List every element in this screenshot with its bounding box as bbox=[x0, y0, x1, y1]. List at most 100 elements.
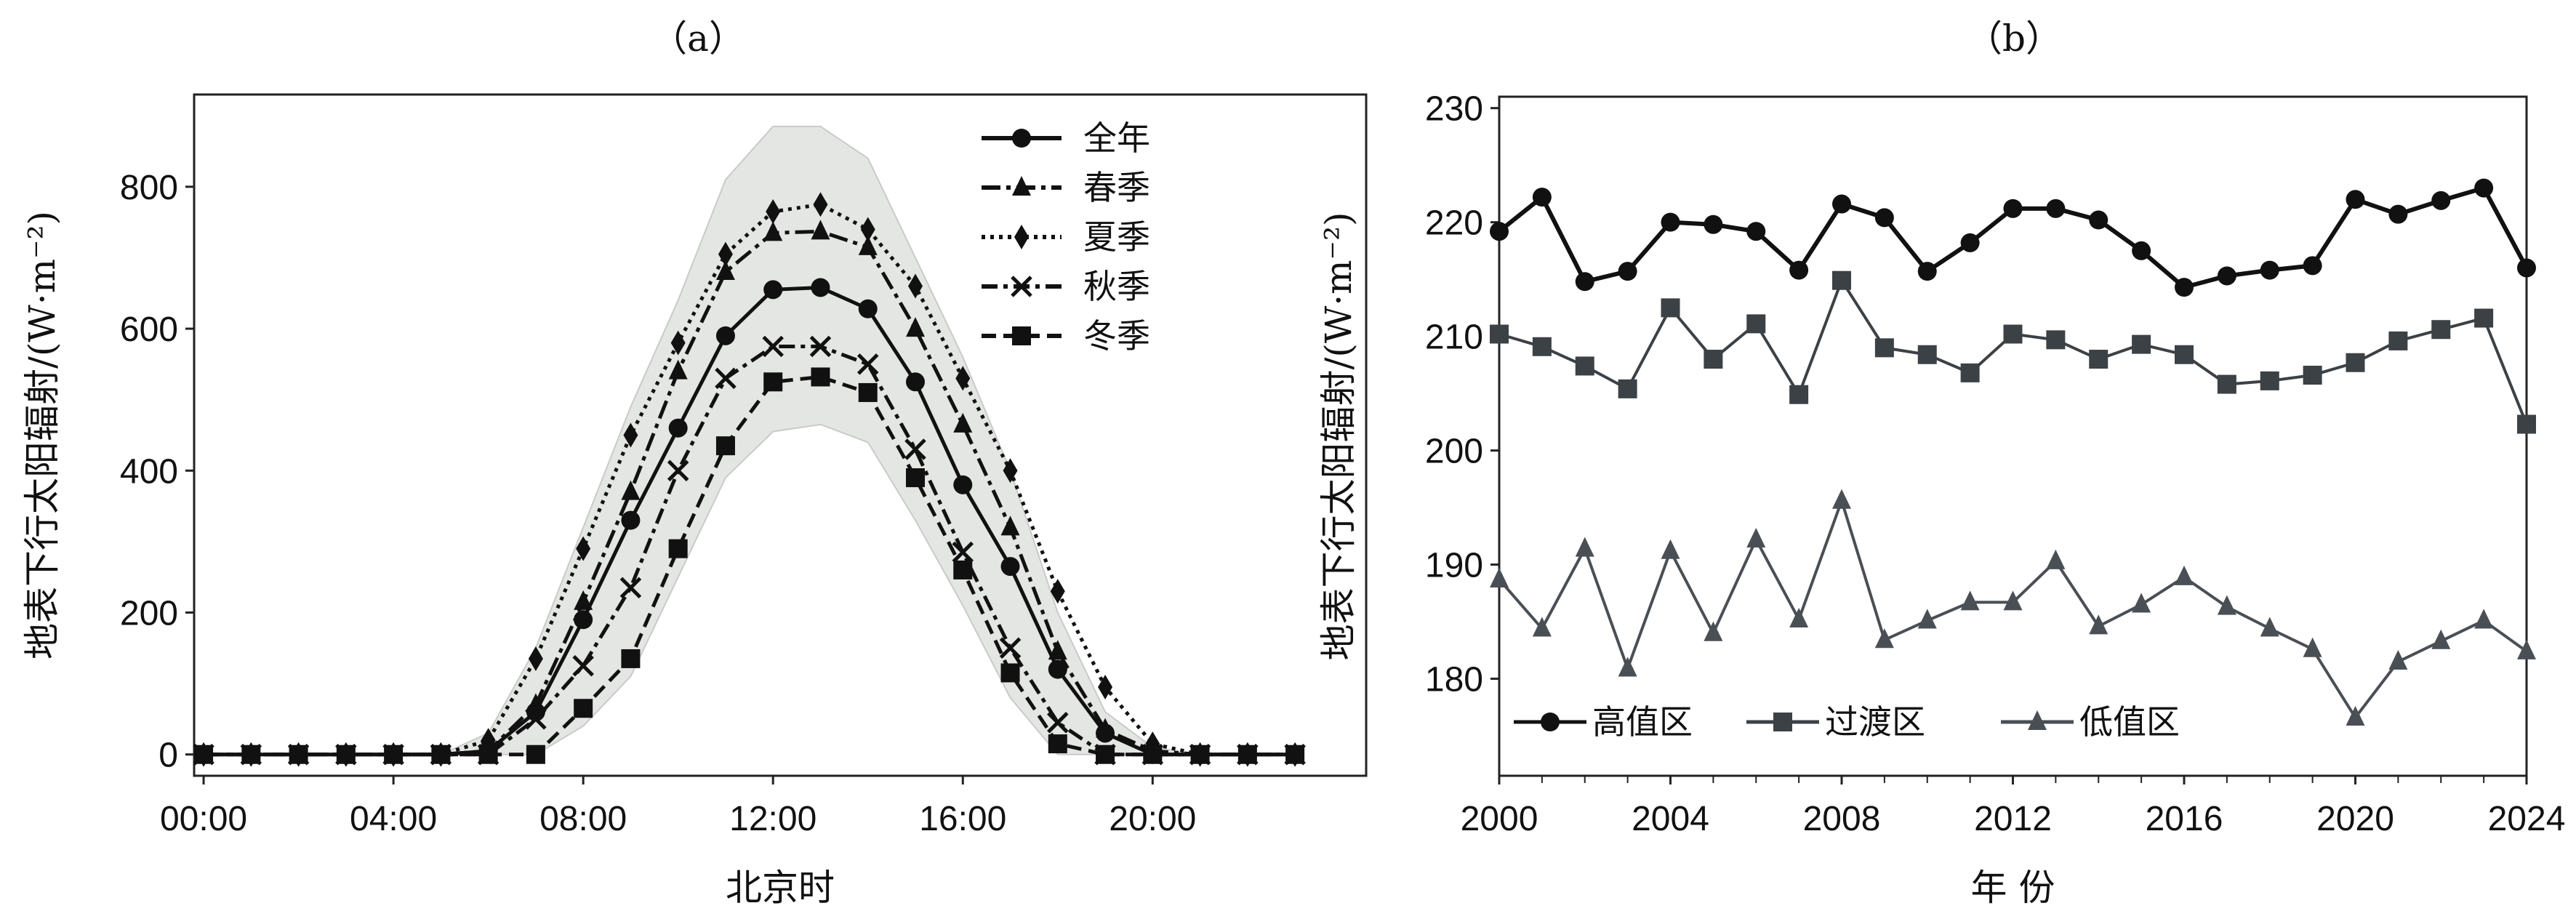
data-point bbox=[1532, 188, 1552, 207]
series-4 bbox=[194, 367, 1305, 764]
data-point bbox=[2217, 595, 2236, 615]
data-point bbox=[763, 280, 783, 300]
x-tick-label: 2004 bbox=[1632, 800, 1709, 838]
data-point bbox=[574, 699, 593, 718]
plot-frame bbox=[1498, 95, 2528, 777]
data-point bbox=[952, 541, 974, 563]
data-point bbox=[2260, 617, 2279, 637]
data-point bbox=[1096, 745, 1115, 764]
data-point bbox=[2346, 353, 2365, 372]
data-point bbox=[906, 468, 925, 488]
data-point bbox=[908, 273, 923, 299]
data-point bbox=[2517, 639, 2536, 659]
y-tick-label: 210 bbox=[1425, 318, 1483, 357]
data-point bbox=[2089, 210, 2108, 230]
data-point bbox=[1832, 194, 1851, 214]
panel-a: （a） 00:00 04:00 08:00 12:00 16:00 20:00 0 200 400… bbox=[21, 17, 1368, 909]
data-point bbox=[762, 335, 784, 358]
data-point bbox=[811, 367, 830, 387]
panel-label: （b） bbox=[1966, 17, 2062, 60]
data-point bbox=[811, 278, 830, 297]
data-point bbox=[2132, 593, 2151, 613]
legend-marker bbox=[1541, 713, 1560, 731]
data-point bbox=[528, 646, 543, 671]
legend-marker bbox=[1773, 713, 1792, 731]
y-tick-label: 230 bbox=[1425, 90, 1483, 129]
x-tick-label: 2008 bbox=[1803, 800, 1881, 838]
y-tick-label: 800 bbox=[120, 169, 178, 207]
data-point bbox=[668, 359, 688, 380]
y-tick-label: 200 bbox=[120, 595, 178, 633]
data-point bbox=[621, 480, 641, 500]
data-point bbox=[1237, 745, 1257, 764]
data-point bbox=[2303, 366, 2322, 385]
data-point bbox=[572, 654, 594, 677]
data-point bbox=[906, 317, 925, 337]
data-point bbox=[2046, 330, 2066, 350]
data-point bbox=[856, 353, 879, 375]
legend-label: 夏季 bbox=[1083, 217, 1150, 257]
data-point bbox=[2474, 178, 2494, 198]
data-point bbox=[1575, 356, 1594, 376]
data-point bbox=[2217, 374, 2236, 394]
data-point bbox=[2175, 345, 2194, 364]
data-point bbox=[1704, 621, 1723, 641]
x-tick-label: 2000 bbox=[1461, 800, 1538, 838]
data-point bbox=[999, 637, 1022, 659]
data-point bbox=[1960, 233, 1980, 252]
data-point bbox=[289, 745, 308, 764]
data-point bbox=[1000, 515, 1020, 536]
x-tick-label: 16:00 bbox=[919, 800, 1006, 838]
x-axis-label: 年 份 bbox=[1971, 867, 2055, 909]
data-point bbox=[384, 745, 404, 764]
legend-label: 秋季 bbox=[1083, 267, 1150, 306]
data-point bbox=[2346, 705, 2365, 726]
data-point bbox=[811, 220, 830, 240]
data-point bbox=[1575, 272, 1594, 292]
data-point bbox=[1874, 208, 1894, 228]
data-point bbox=[1048, 659, 1067, 679]
data-point bbox=[2132, 334, 2151, 354]
y-tick-label: 220 bbox=[1425, 204, 1483, 243]
y-tick-label: 0 bbox=[159, 737, 178, 775]
data-point bbox=[1285, 745, 1305, 764]
legend-marker bbox=[1012, 176, 1031, 196]
data-point bbox=[1789, 260, 1809, 280]
legend-label: 春季 bbox=[1083, 168, 1150, 207]
legend-marker bbox=[1012, 129, 1031, 148]
data-point bbox=[2303, 256, 2322, 276]
data-point bbox=[526, 693, 545, 713]
data-point bbox=[1960, 590, 1980, 611]
data-point bbox=[2089, 350, 2108, 369]
data-point bbox=[2132, 241, 2151, 260]
data-point bbox=[1874, 628, 1894, 649]
data-point bbox=[2217, 266, 2236, 286]
data-point bbox=[1618, 262, 1637, 281]
series-1 bbox=[1490, 270, 2536, 434]
data-point bbox=[1048, 734, 1067, 754]
data-point bbox=[2431, 320, 2451, 340]
data-point bbox=[431, 745, 451, 764]
x-tick-label: 04:00 bbox=[350, 800, 437, 838]
data-point bbox=[1917, 609, 1937, 629]
data-point bbox=[1832, 489, 1851, 509]
data-point bbox=[1047, 712, 1069, 734]
data-point bbox=[860, 217, 875, 242]
series-0 bbox=[1490, 178, 2536, 297]
data-point bbox=[1098, 674, 1113, 699]
y-tick-label: 600 bbox=[120, 310, 178, 349]
data-point bbox=[1618, 379, 1637, 398]
data-point bbox=[1789, 385, 1809, 404]
plot-frame bbox=[193, 93, 1368, 777]
data-point bbox=[1050, 579, 1065, 604]
data-point bbox=[1661, 212, 1680, 232]
y-axis-label: 地表下行太阳辐射/(W·m⁻²) bbox=[21, 211, 63, 659]
data-point bbox=[906, 372, 925, 392]
data-point bbox=[1960, 363, 1980, 382]
panel-label: （a） bbox=[651, 17, 745, 60]
series-line bbox=[1498, 278, 2528, 425]
legend-marker bbox=[1011, 276, 1032, 297]
data-point bbox=[858, 382, 878, 402]
